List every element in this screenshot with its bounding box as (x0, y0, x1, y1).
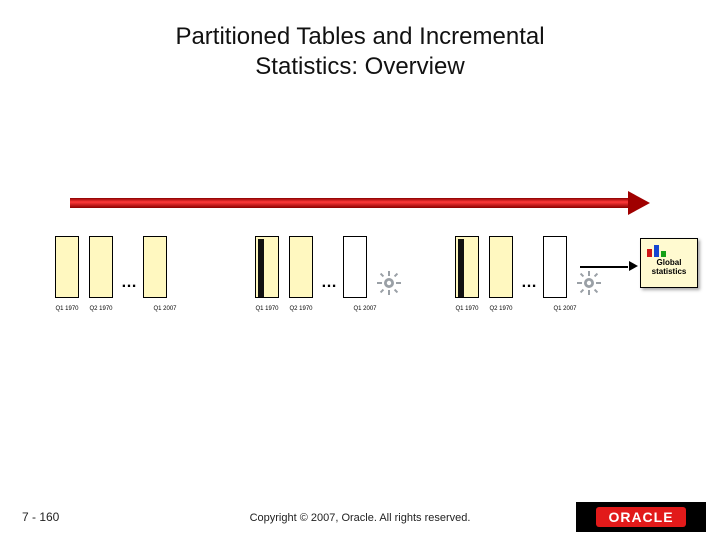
partition-label: Q1 2007 (153, 306, 177, 326)
partition-box (455, 236, 479, 298)
partition-label: Q1 1970 (455, 306, 479, 326)
gear-icon (377, 271, 401, 295)
ellipsis: … (121, 260, 137, 292)
ellipsis: … (321, 260, 337, 292)
partition-labels: Q1 1970 Q2 1970 Q1 2007 (255, 306, 425, 326)
highlight-bar (258, 239, 264, 297)
ellipsis: … (521, 260, 537, 292)
partition-box (89, 236, 113, 298)
timeline-arrowhead (628, 191, 650, 215)
partition-box-new (543, 236, 567, 298)
partition-box (489, 236, 513, 298)
partition-labels: Q1 1970 Q2 1970 Q1 2007 (455, 306, 625, 326)
partition-box-new (343, 236, 367, 298)
label-gap (523, 306, 541, 326)
partition-label: Q2 1970 (289, 306, 313, 326)
partition-labels: Q1 1970 Q2 1970 Q1 2007 (55, 306, 225, 326)
slide-footer: 7 - 160 Copyright © 2007, Oracle. All ri… (0, 496, 720, 540)
stage-group-2: … (255, 236, 425, 346)
timeline-shaft (70, 198, 630, 208)
oracle-logo-text: ORACLE (596, 507, 685, 527)
timeline-arrow (70, 196, 650, 210)
partition-label: Q1 2007 (353, 306, 377, 326)
slide-title: Partitioned Tables and Incremental Stati… (0, 0, 720, 82)
oracle-logo: ORACLE (576, 502, 706, 532)
partition-row: … (55, 236, 225, 316)
stages-container: … Q1 1970 Q2 1970 Q1 2007 … (55, 236, 695, 366)
partition-label: Q1 1970 (55, 306, 79, 326)
partition-box (255, 236, 279, 298)
partition-row: … (255, 236, 425, 316)
stage-group-1: … Q1 1970 Q2 1970 Q1 2007 (55, 236, 225, 346)
title-line-1: Partitioned Tables and Incremental (175, 23, 544, 50)
partition-box (289, 236, 313, 298)
gear-icon (577, 271, 601, 295)
partition-label: Q2 1970 (89, 306, 113, 326)
highlight-bar (458, 239, 464, 297)
label-gap (123, 306, 141, 326)
partition-row: … (455, 236, 625, 316)
partition-box (55, 236, 79, 298)
title-line-2: Statistics: Overview (255, 53, 464, 80)
partition-label: Q2 1970 (489, 306, 513, 326)
label-gap (323, 306, 341, 326)
partition-label: Q1 1970 (255, 306, 279, 326)
stage-group-3: … (455, 236, 625, 346)
partition-box (143, 236, 167, 298)
partition-label: Q1 2007 (553, 306, 577, 326)
